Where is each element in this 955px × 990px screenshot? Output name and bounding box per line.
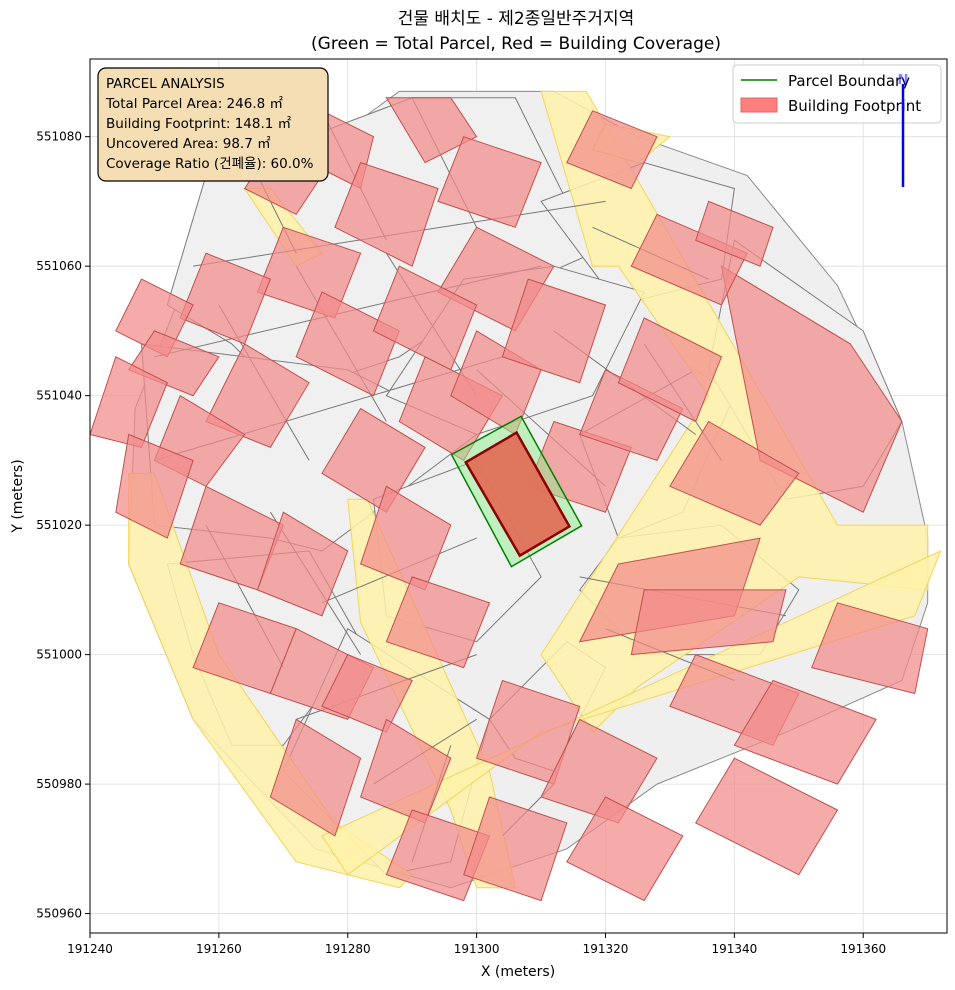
legend: Parcel Boundary Building Footprint xyxy=(732,64,942,124)
target-building-footprint xyxy=(463,430,572,558)
north-arrow-label: N xyxy=(898,73,909,88)
chart-title-line2: (Green = Total Parcel, Red = Building Co… xyxy=(311,34,721,54)
building-footprint-37 xyxy=(630,589,787,656)
building-footprint-39 xyxy=(669,420,800,526)
legend-parcel-boundary-label: Parcel Boundary xyxy=(788,72,910,90)
building-footprint-17 xyxy=(256,511,349,617)
axis-ticks: 191240 191260 191280 191300 191320 191340 1913… xyxy=(36,130,886,956)
building-footprint-42 xyxy=(695,200,774,267)
legend-building-footprint-label: Building Footprint xyxy=(788,97,921,115)
x-tick-label-2: 191280 xyxy=(325,942,371,956)
site-map xyxy=(90,90,942,902)
y-tick-label-2: 551000 xyxy=(36,648,82,662)
building-footprint-46 xyxy=(811,602,929,695)
building-footprint-38 xyxy=(720,265,903,513)
building-footprint-41 xyxy=(617,317,723,423)
building-footprint-9 xyxy=(127,330,220,397)
building-footprint-4 xyxy=(437,136,542,228)
y-tick-label-4: 551040 xyxy=(36,389,82,403)
chart-title-line1: 건물 배치도 - 제2종일반주거지역 xyxy=(398,9,634,29)
info-line-heading: PARCEL ANALYSIS xyxy=(106,76,225,92)
building-footprint-13 xyxy=(205,343,310,449)
building-footprint-15 xyxy=(115,433,194,539)
x-tick-label-6: 191360 xyxy=(840,942,886,956)
y-axis-label: Y (meters) xyxy=(10,459,26,533)
building-footprint-23 xyxy=(501,278,607,384)
building-footprint-3 xyxy=(334,161,439,267)
parcel-analysis-box: PARCEL ANALYSIS Total Parcel Area: 246.8… xyxy=(97,67,329,182)
building-footprint-27 xyxy=(385,576,491,669)
info-line-building-footprint: Building Footprint: 148.1 ㎡ xyxy=(106,116,292,132)
building-footprint-35 xyxy=(566,796,684,902)
info-line-coverage-ratio: Coverage Ratio (건폐율): 60.0% xyxy=(106,156,314,172)
target-parcel-group xyxy=(450,415,583,568)
building-footprint-30 xyxy=(269,718,362,837)
info-line-total-area: Total Parcel Area: 246.8 ㎡ xyxy=(105,96,283,112)
x-tick-label-5: 191340 xyxy=(711,942,757,956)
y-tick-label-6: 551080 xyxy=(36,130,82,144)
y-tick-label-5: 551060 xyxy=(36,259,82,273)
building-footprint-43 xyxy=(566,110,658,190)
x-tick-label-0: 191240 xyxy=(67,942,113,956)
info-box-background xyxy=(97,67,329,182)
north-arrow: N xyxy=(898,73,909,187)
building-footprint-31 xyxy=(385,809,491,902)
y-tick-label-0: 550960 xyxy=(36,907,82,921)
x-tick-label-1: 191260 xyxy=(196,942,242,956)
building-footprint-32 xyxy=(463,796,568,902)
building-footprint-47 xyxy=(694,757,839,876)
building-footprint-11 xyxy=(295,291,400,397)
legend-building-footprint-swatch xyxy=(740,97,778,113)
info-line-uncovered-area: Uncovered Area: 98.7 ㎡ xyxy=(106,136,271,152)
building-footprints xyxy=(90,97,929,902)
x-tick-label-3: 191300 xyxy=(454,942,500,956)
legend-frame xyxy=(732,64,942,124)
y-tick-label-1: 550980 xyxy=(36,777,82,791)
x-tick-label-4: 191320 xyxy=(583,942,629,956)
y-tick-label-3: 551020 xyxy=(36,518,82,532)
building-footprint-45 xyxy=(733,679,877,785)
plot-frame xyxy=(89,58,948,934)
building-footprint-2 xyxy=(385,97,478,164)
x-axis-label: X (meters) xyxy=(481,964,555,980)
